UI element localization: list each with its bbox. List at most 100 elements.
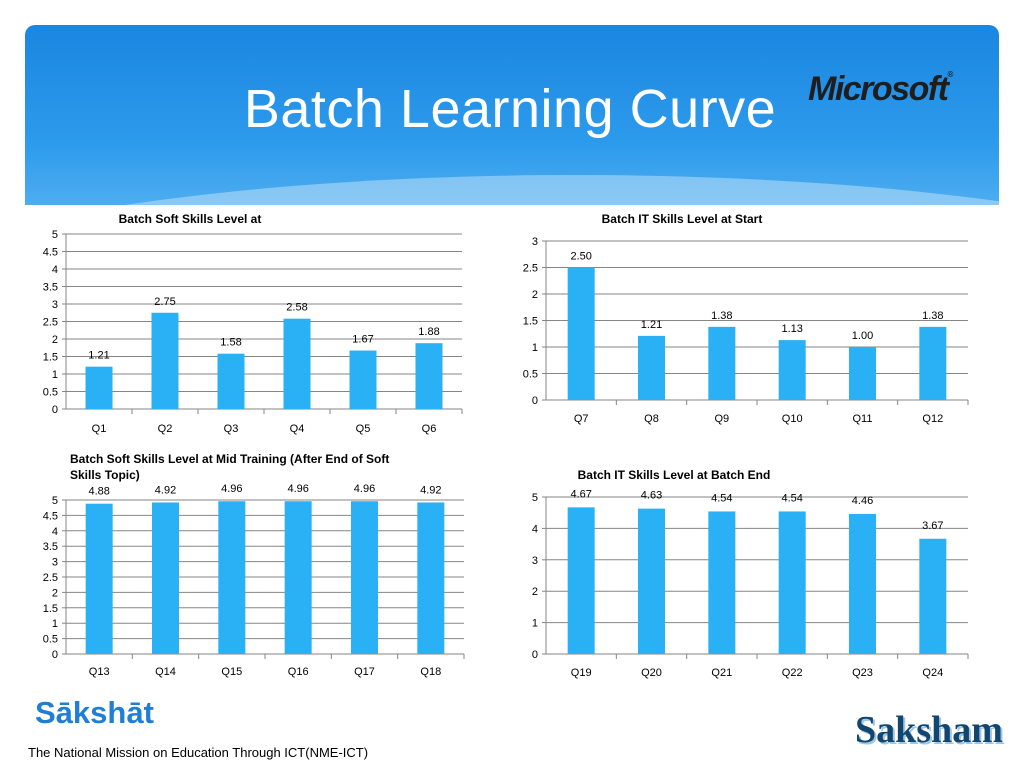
y-tick-label: 1 — [52, 618, 58, 630]
data-label: 1.00 — [852, 330, 873, 342]
y-tick-label: 4 — [52, 526, 58, 538]
data-label: 1.13 — [781, 323, 802, 335]
bar — [919, 538, 947, 654]
category-label: Q22 — [782, 667, 803, 679]
bar — [218, 501, 246, 654]
y-tick-label: 1 — [52, 369, 58, 381]
y-tick-label: 3 — [52, 557, 58, 569]
data-label: 1.38 — [711, 310, 732, 322]
data-label: 4.96 — [354, 483, 375, 495]
data-label: 4.88 — [88, 486, 109, 498]
saksham-logo: Saksham — [855, 709, 1003, 751]
y-tick-label: 2 — [52, 334, 58, 346]
data-label: 4.92 — [155, 484, 176, 496]
data-label: 4.63 — [641, 490, 662, 502]
data-label: 4.92 — [420, 484, 441, 496]
bar — [284, 501, 312, 654]
data-label: 1.38 — [922, 310, 943, 322]
data-label: 1.88 — [418, 326, 439, 338]
y-tick-label: 3 — [532, 555, 538, 567]
bar — [152, 502, 179, 654]
category-label: Q9 — [714, 413, 729, 425]
category-label: Q5 — [356, 423, 371, 435]
y-tick-label: 4 — [52, 264, 58, 276]
chart-it-skills-start-svg: Batch IT Skills Level at Start 0 0.5 1 1.5 2 2… — [523, 212, 969, 425]
y-tick-label: 0 — [52, 404, 58, 416]
data-label: 1.58 — [220, 337, 241, 349]
bar — [638, 335, 665, 400]
y-tick-label: 4.5 — [43, 247, 58, 259]
y-tick-label: 1 — [532, 342, 538, 354]
chart-soft-skills-mid: Batch Soft Skills Level at Mid Training … — [30, 448, 470, 683]
bar — [849, 513, 876, 654]
y-tick-label: 0 — [532, 649, 538, 661]
category-label: Q20 — [641, 667, 662, 679]
chart-soft-skills-mid-svg: Batch Soft Skills Level at Mid Training … — [43, 452, 465, 678]
category-label: Q1 — [92, 423, 107, 435]
bar — [567, 267, 595, 400]
sakshat-logo: Sākshāt — [35, 695, 154, 730]
bar — [217, 353, 245, 409]
y-tick-label: 3 — [532, 236, 538, 248]
bar — [151, 312, 179, 409]
chart-soft-skills-start-svg: Batch Soft Skills Level at 0 0.5 1 1.5 2 2.5 3 3… — [43, 212, 463, 435]
microsoft-logo: Microsoft® — [808, 70, 953, 109]
chart-it-skills-start: Batch IT Skills Level at Start 0 0.5 1 1.5 2 2… — [510, 208, 970, 433]
y-tick-label: 0.5 — [43, 387, 58, 399]
footer-text: The National Mission on Education Throug… — [28, 745, 369, 760]
data-label: 1.67 — [352, 334, 373, 346]
y-tick-label: 1 — [532, 618, 538, 630]
chart-soft-skills-start: Batch Soft Skills Level at 0 0.5 1 1.5 2 2.5 3 3… — [30, 208, 470, 443]
bar — [417, 502, 445, 654]
category-label: Q15 — [221, 666, 242, 678]
chart-title: Batch Soft Skills Level at Mid Training … — [70, 452, 389, 466]
category-label: Q23 — [852, 667, 873, 679]
category-label: Q14 — [155, 666, 176, 678]
chart-it-skills-end-svg: Batch IT Skills Level at Batch End 0 1 2 3 4 5… — [532, 468, 969, 679]
y-tick-label: 1.5 — [43, 603, 58, 615]
category-label: Q19 — [571, 667, 592, 679]
y-tick-label: 0.5 — [523, 369, 538, 381]
category-label: Q16 — [288, 666, 309, 678]
bar — [919, 326, 947, 400]
bar — [778, 340, 806, 400]
category-label: Q8 — [644, 413, 659, 425]
bar — [708, 511, 736, 654]
slide-title: Batch Learning Curve — [243, 79, 777, 139]
data-label: 4.96 — [287, 483, 308, 495]
data-label: 2.58 — [286, 302, 307, 314]
category-label: Q21 — [711, 667, 732, 679]
microsoft-logo-text: Microsoft — [808, 70, 949, 108]
y-tick-label: 2 — [532, 289, 538, 301]
bar — [567, 507, 595, 654]
category-label: Q17 — [354, 666, 375, 678]
category-label: Q12 — [922, 413, 943, 425]
y-tick-label: 3.5 — [43, 282, 58, 294]
category-label: Q6 — [422, 423, 437, 435]
y-tick-label: 3 — [52, 299, 58, 311]
bar — [415, 343, 443, 409]
bar — [349, 350, 377, 409]
bar — [708, 326, 736, 400]
category-label: Q4 — [290, 423, 305, 435]
category-label: Q7 — [574, 413, 589, 425]
bar — [85, 366, 113, 409]
bar — [638, 508, 665, 654]
category-label: Q2 — [158, 423, 173, 435]
y-tick-label: 2 — [532, 586, 538, 598]
chart-title: Batch Soft Skills Level at — [119, 212, 262, 226]
y-tick-label: 0 — [532, 395, 538, 407]
y-tick-label: 2.5 — [43, 572, 58, 584]
category-label: Q18 — [420, 666, 441, 678]
y-tick-label: 4 — [532, 523, 538, 535]
data-label: 4.54 — [711, 492, 732, 504]
y-tick-label: 2.5 — [43, 317, 58, 329]
slide-background — [0, 205, 1024, 768]
category-label: Q13 — [89, 666, 110, 678]
data-label: 2.75 — [154, 296, 175, 308]
data-label: 4.46 — [852, 495, 873, 507]
y-tick-label: 5 — [532, 492, 538, 504]
chart-title-line2: Skills Topic) — [70, 468, 140, 482]
bar — [85, 503, 113, 654]
category-label: Q10 — [782, 413, 803, 425]
